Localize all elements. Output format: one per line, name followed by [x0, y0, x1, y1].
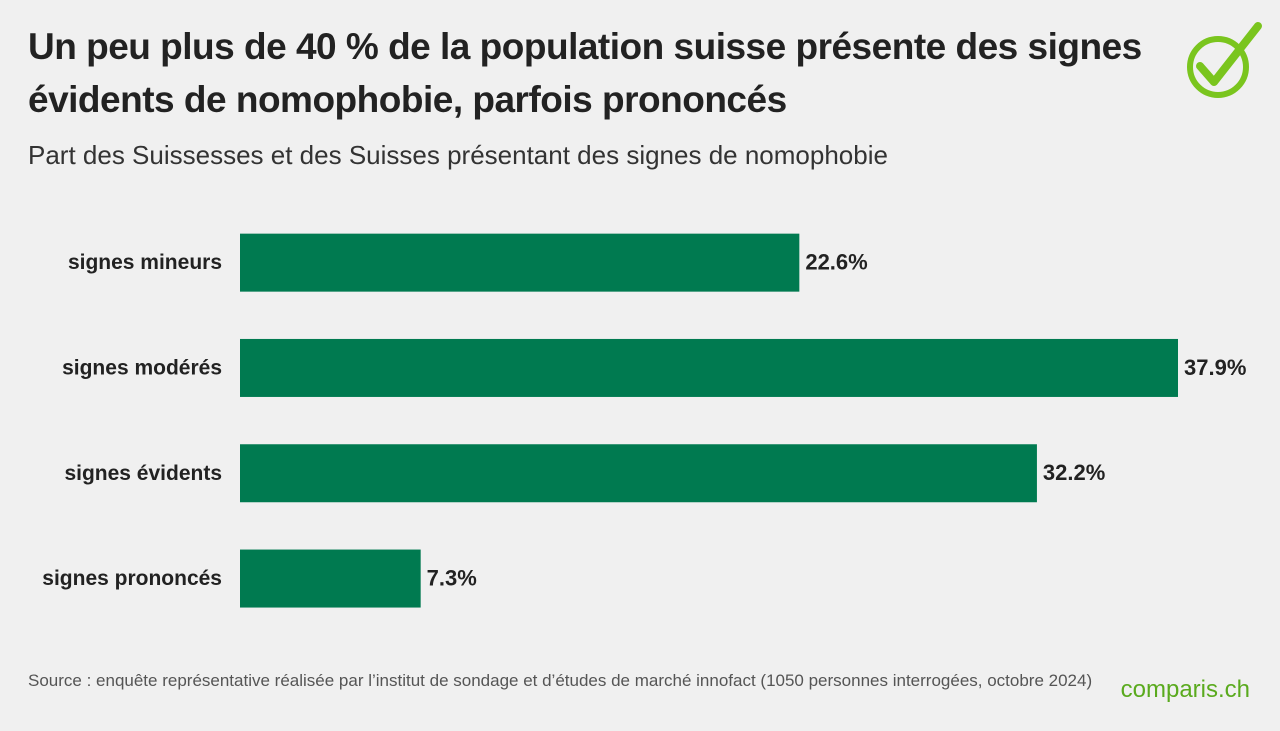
check-icon — [1187, 22, 1262, 98]
bar — [240, 444, 1037, 503]
value-label: 32.2% — [1043, 460, 1105, 485]
category-label: signes évidents — [64, 462, 222, 485]
category-label: signes modérés — [62, 356, 222, 379]
value-label: 37.9% — [1184, 355, 1246, 380]
value-label: 22.6% — [805, 249, 867, 274]
bar — [240, 549, 421, 608]
chart-title: Un peu plus de 40 % de la population sui… — [28, 26, 1142, 120]
bar — [240, 338, 1178, 397]
value-label: 7.3% — [427, 565, 477, 590]
bar — [240, 233, 800, 292]
category-label: signes prononcés — [42, 567, 222, 590]
source-note: Source : enquête représentative réalisée… — [28, 671, 1093, 690]
logo: comparis.ch — [1120, 676, 1250, 703]
category-label: signes mineurs — [68, 251, 222, 274]
chart-subtitle: Part des Suissesses et des Suisses prése… — [28, 140, 888, 170]
